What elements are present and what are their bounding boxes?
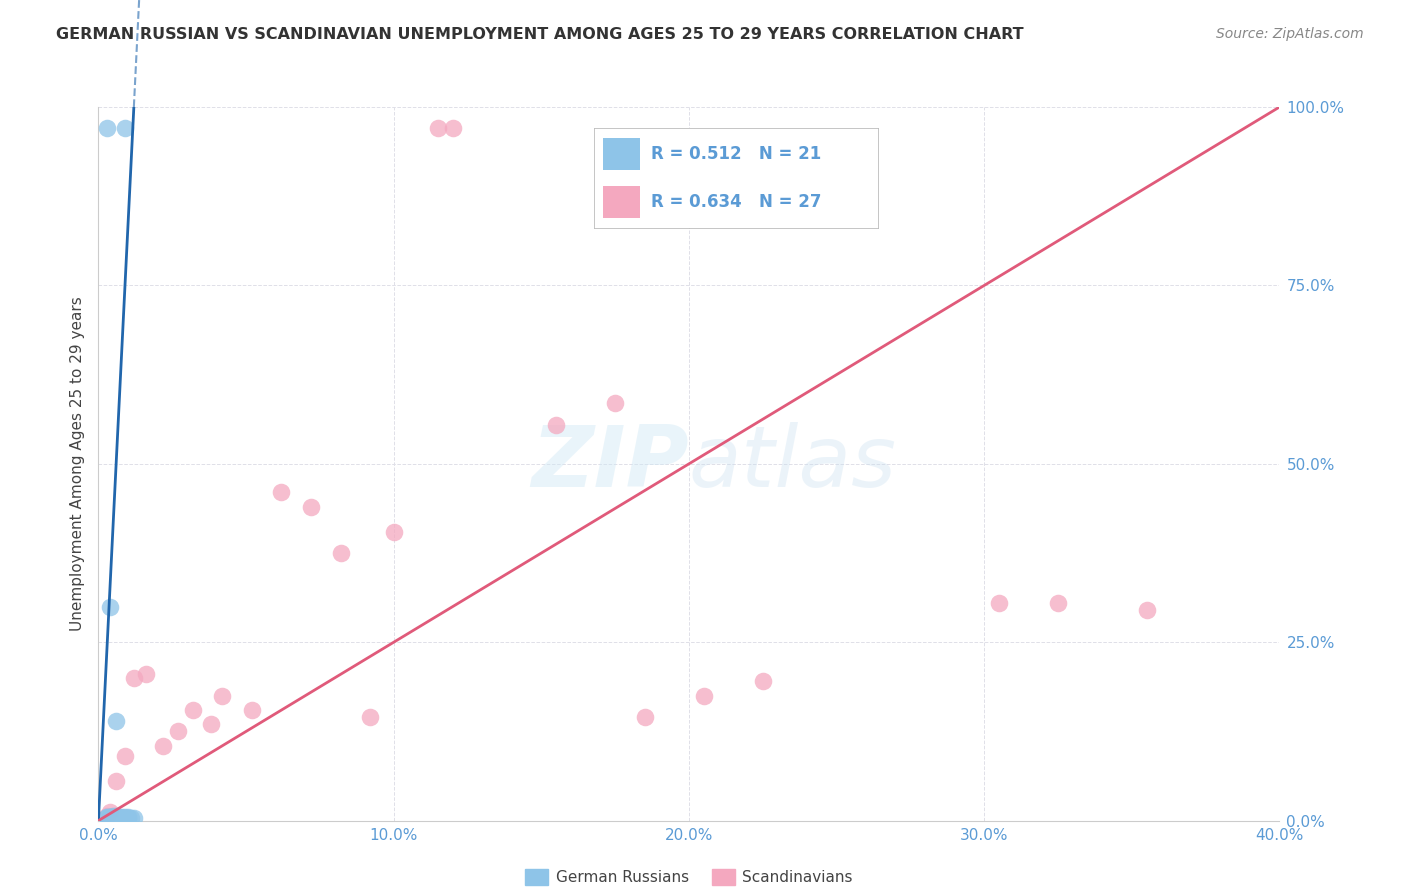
Point <box>117 811 139 825</box>
Point <box>441 121 464 136</box>
Point <box>98 599 121 614</box>
Point <box>114 810 136 824</box>
Point <box>114 749 136 764</box>
Point <box>105 714 128 728</box>
Point <box>120 811 142 825</box>
Point <box>96 810 118 824</box>
Point <box>382 524 405 539</box>
Point <box>114 121 136 136</box>
Point <box>1135 603 1157 617</box>
Point <box>1046 596 1069 610</box>
Point <box>111 810 134 824</box>
Point <box>605 396 627 410</box>
Text: GERMAN RUSSIAN VS SCANDINAVIAN UNEMPLOYMENT AMONG AGES 25 TO 29 YEARS CORRELATIO: GERMAN RUSSIAN VS SCANDINAVIAN UNEMPLOYM… <box>56 27 1024 42</box>
Point <box>270 485 292 500</box>
Point <box>103 809 125 823</box>
Point <box>96 809 118 823</box>
Point <box>299 500 322 514</box>
Point <box>152 739 174 753</box>
Point <box>200 717 222 731</box>
Point <box>135 667 157 681</box>
Point <box>98 805 121 819</box>
Point <box>240 703 263 717</box>
Point <box>105 774 128 789</box>
Point <box>108 810 131 824</box>
Point <box>117 810 139 824</box>
Point <box>544 417 567 432</box>
Point <box>105 809 128 823</box>
Text: ZIP: ZIP <box>531 422 689 506</box>
Point <box>167 724 190 739</box>
Point <box>181 703 204 717</box>
Point <box>427 121 450 136</box>
Point <box>122 811 145 825</box>
Text: Source: ZipAtlas.com: Source: ZipAtlas.com <box>1216 27 1364 41</box>
Point <box>987 596 1010 610</box>
Point <box>359 710 381 724</box>
Point <box>751 674 773 689</box>
Point <box>329 546 352 560</box>
Point <box>211 689 233 703</box>
Legend: German Russians, Scandinavians: German Russians, Scandinavians <box>519 863 859 891</box>
Point <box>108 811 131 825</box>
Text: atlas: atlas <box>689 422 897 506</box>
Point <box>98 811 121 825</box>
Point <box>693 689 716 703</box>
Point <box>96 121 118 136</box>
Y-axis label: Unemployment Among Ages 25 to 29 years: Unemployment Among Ages 25 to 29 years <box>69 296 84 632</box>
Point <box>633 710 655 724</box>
Point <box>98 810 121 824</box>
Point <box>111 811 134 825</box>
Point <box>98 810 121 824</box>
Point <box>122 671 145 685</box>
Point <box>96 810 118 824</box>
Point <box>98 810 121 824</box>
